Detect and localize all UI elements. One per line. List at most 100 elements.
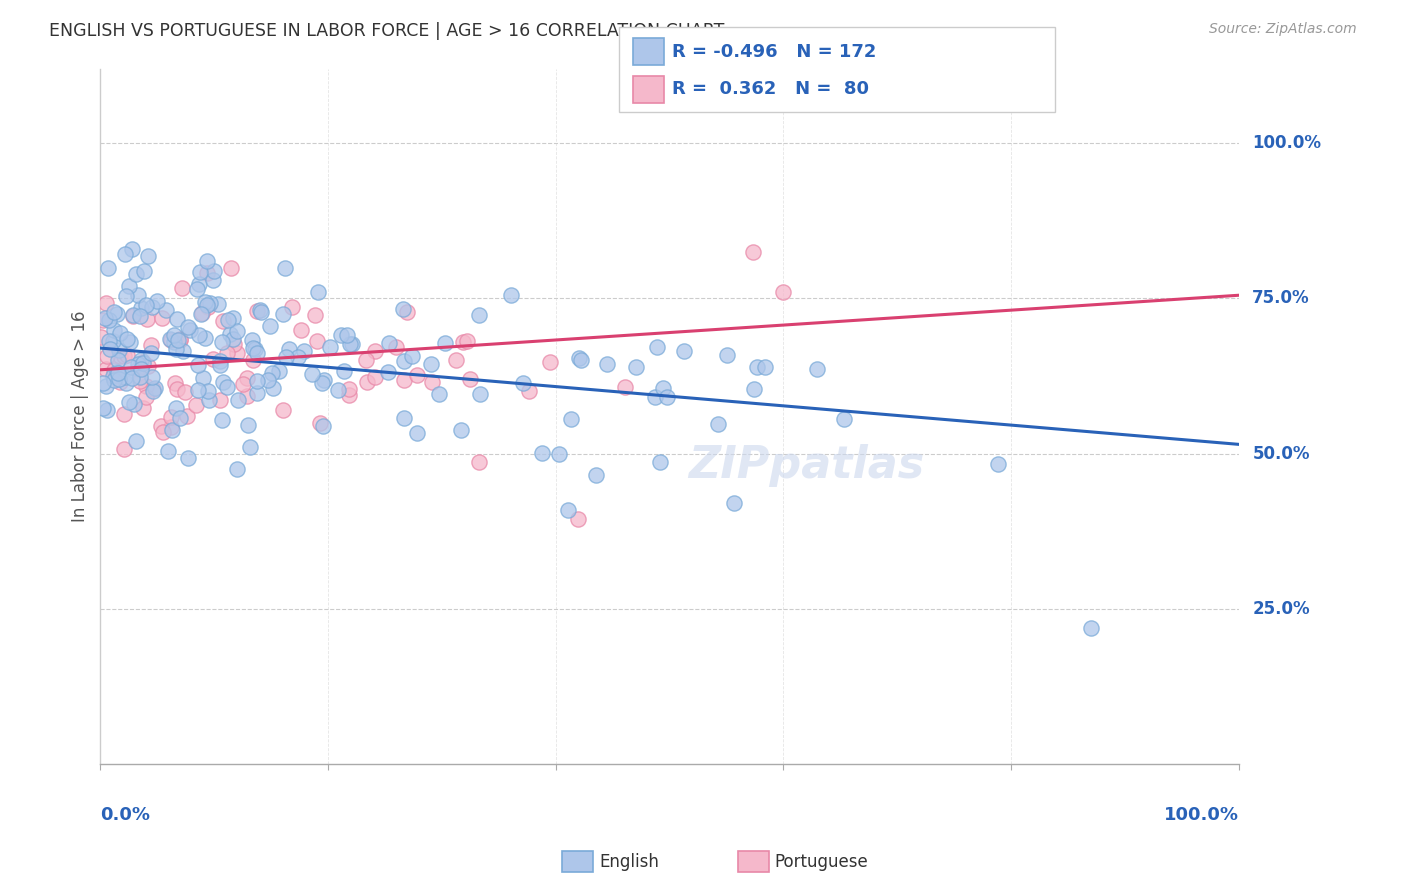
Point xyxy=(419,357,441,371)
Point xyxy=(363,370,385,384)
Point xyxy=(96,349,118,363)
Point xyxy=(197,300,219,314)
Point xyxy=(311,376,333,391)
Point xyxy=(250,305,273,319)
Point xyxy=(112,442,135,456)
Point xyxy=(806,362,828,376)
Point xyxy=(173,384,195,399)
Point xyxy=(122,397,145,411)
Point xyxy=(159,332,181,346)
Point xyxy=(271,403,294,417)
Point xyxy=(262,381,284,395)
Point xyxy=(307,285,329,299)
Point xyxy=(405,368,427,382)
Point xyxy=(292,343,315,358)
Point xyxy=(290,323,312,337)
Point xyxy=(274,260,297,275)
Point xyxy=(141,370,163,384)
Point xyxy=(378,335,401,350)
Point xyxy=(538,355,561,369)
Point xyxy=(242,353,264,368)
Point xyxy=(129,362,152,376)
Point xyxy=(568,351,591,366)
Point xyxy=(450,423,472,437)
Point xyxy=(211,413,233,427)
Point xyxy=(128,309,150,323)
Point xyxy=(754,360,776,375)
Point xyxy=(262,366,284,380)
Point xyxy=(145,381,167,395)
Point xyxy=(212,375,235,389)
Point xyxy=(105,306,128,320)
Point xyxy=(118,278,141,293)
Point xyxy=(125,268,148,282)
Text: Source: ZipAtlas.com: Source: ZipAtlas.com xyxy=(1209,22,1357,37)
Point xyxy=(987,457,1010,471)
Point xyxy=(135,378,157,392)
Point xyxy=(132,355,155,369)
Point xyxy=(129,352,152,367)
Point xyxy=(191,370,214,384)
Point xyxy=(150,310,173,325)
Point xyxy=(187,383,209,397)
Point xyxy=(200,296,222,310)
Point xyxy=(392,354,415,368)
Point xyxy=(108,326,131,340)
Point xyxy=(128,370,150,384)
Point xyxy=(142,382,165,396)
Point xyxy=(337,382,360,396)
Point xyxy=(103,323,125,337)
Point xyxy=(134,390,156,404)
Point xyxy=(128,288,150,302)
Point xyxy=(209,354,232,368)
Point xyxy=(160,410,183,425)
Point xyxy=(560,412,582,426)
Point xyxy=(226,393,249,408)
Point xyxy=(217,380,239,394)
Text: 0.0%: 0.0% xyxy=(100,806,150,824)
Point xyxy=(747,359,769,374)
Point xyxy=(287,350,309,364)
Point xyxy=(195,267,218,281)
Point xyxy=(115,376,138,390)
Point xyxy=(624,359,647,374)
Point xyxy=(225,324,247,338)
Point xyxy=(179,323,201,337)
Point xyxy=(117,348,139,362)
Point xyxy=(468,455,491,469)
Point xyxy=(519,384,541,398)
Text: 25.0%: 25.0% xyxy=(1253,600,1310,618)
Point xyxy=(121,242,143,256)
Point xyxy=(101,369,124,384)
Point xyxy=(278,342,301,356)
Point xyxy=(163,328,186,343)
Point xyxy=(1080,621,1102,635)
Point xyxy=(336,328,359,343)
Point xyxy=(281,301,304,315)
Point xyxy=(136,312,159,326)
Point xyxy=(129,375,152,389)
Point xyxy=(314,373,336,387)
Point xyxy=(96,362,118,376)
Point xyxy=(103,363,125,377)
Point xyxy=(301,368,323,382)
Point xyxy=(364,343,387,358)
Text: 100.0%: 100.0% xyxy=(1164,806,1239,824)
Point xyxy=(139,346,162,360)
Point xyxy=(121,370,143,384)
Point xyxy=(195,298,218,312)
Point xyxy=(307,334,329,348)
Point xyxy=(118,394,141,409)
Point xyxy=(219,327,242,342)
Point xyxy=(742,382,765,396)
Point xyxy=(166,334,188,348)
Point xyxy=(186,282,208,296)
Point xyxy=(184,398,207,412)
Point xyxy=(644,390,666,404)
Point xyxy=(834,412,856,426)
Point xyxy=(127,357,149,371)
Point xyxy=(91,313,114,327)
Point xyxy=(468,308,491,322)
Point xyxy=(333,364,356,378)
Point xyxy=(569,352,592,367)
